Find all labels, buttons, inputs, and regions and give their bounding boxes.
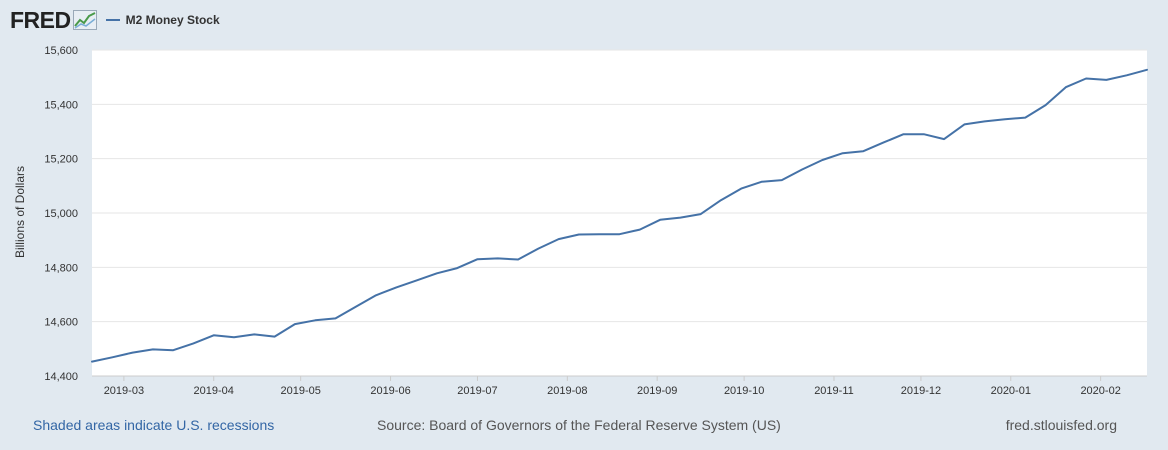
data-point[interactable]	[778, 176, 786, 184]
data-point[interactable]	[676, 214, 684, 222]
legend-label: M2 Money Stock	[125, 13, 220, 27]
data-point[interactable]	[372, 291, 380, 299]
x-tick-label: 2019-07	[457, 385, 497, 397]
data-point[interactable]	[413, 276, 421, 284]
data-point[interactable]	[494, 254, 502, 262]
y-tick-label: 15,400	[44, 99, 78, 111]
x-tick-label: 2019-12	[901, 385, 941, 397]
x-tick-label: 2019-08	[547, 385, 587, 397]
data-point[interactable]	[656, 216, 664, 224]
legend-swatch	[105, 19, 120, 21]
data-point[interactable]	[210, 331, 218, 339]
data-point[interactable]	[534, 245, 542, 253]
data-point[interactable]	[271, 333, 279, 341]
recession-note-link[interactable]: Shaded areas indicate U.S. recessions	[33, 417, 275, 433]
x-axis-ticks: 2019-03 2019-04 2019-05 2019-06 2019-07 2019-…	[92, 375, 1147, 397]
data-point[interactable]	[798, 166, 806, 174]
x-tick-label: 2019-06	[370, 385, 410, 397]
x-tick-label: 2019-03	[104, 385, 144, 397]
x-tick-label: 2020-02	[1080, 385, 1120, 397]
y-tick-label: 14,800	[44, 262, 78, 274]
data-point[interactable]	[1021, 114, 1029, 122]
data-point[interactable]	[1102, 76, 1110, 84]
data-point[interactable]	[129, 349, 137, 357]
y-tick-label: 15,600	[44, 45, 78, 57]
x-tick-label: 2020-01	[991, 385, 1031, 397]
data-point[interactable]	[433, 269, 441, 277]
data-point[interactable]	[352, 303, 360, 311]
x-tick-label: 2019-04	[194, 385, 234, 397]
data-point[interactable]	[474, 255, 482, 263]
data-point[interactable]	[839, 149, 847, 157]
y-axis-ticks: 14,400 14,600 14,800 15,000 15,200 15,400 15,6…	[44, 45, 78, 383]
x-tick-label: 2019-11	[814, 385, 854, 397]
data-point[interactable]	[595, 230, 603, 238]
data-point[interactable]	[575, 231, 583, 239]
data-point[interactable]	[311, 316, 319, 324]
data-point[interactable]	[940, 135, 948, 143]
x-tick-label: 2019-09	[637, 385, 677, 397]
data-point[interactable]	[981, 117, 989, 125]
data-point[interactable]	[1062, 83, 1070, 91]
data-point[interactable]	[149, 345, 157, 353]
fred-graph-icon	[72, 10, 97, 30]
data-point[interactable]	[960, 120, 968, 128]
data-point[interactable]	[250, 330, 258, 338]
fred-logo[interactable]: FRED	[10, 6, 71, 33]
data-point[interactable]	[737, 185, 745, 193]
series-line[interactable]	[91, 68, 1148, 363]
data-point[interactable]	[514, 256, 522, 264]
data-point[interactable]	[189, 339, 197, 347]
data-point[interactable]	[920, 130, 928, 138]
data-point[interactable]	[555, 235, 563, 243]
fred-site-link[interactable]: fred.stlouisfed.org	[1005, 417, 1117, 433]
data-point[interactable]	[108, 353, 116, 361]
chart-header: FRED M2 Money Stock	[10, 7, 220, 33]
data-point[interactable]	[453, 264, 461, 272]
data-point[interactable]	[1001, 115, 1009, 123]
data-point[interactable]	[859, 147, 867, 155]
y-tick-label: 14,400	[44, 371, 78, 383]
data-point[interactable]	[1143, 66, 1151, 74]
data-point[interactable]	[291, 320, 299, 328]
data-point[interactable]	[818, 156, 826, 164]
data-point[interactable]	[1042, 101, 1050, 109]
y-tick-label: 15,000	[44, 208, 78, 220]
y-tick-label: 15,200	[44, 154, 78, 166]
data-point[interactable]	[697, 210, 705, 218]
data-point[interactable]	[88, 358, 96, 366]
data-point[interactable]	[636, 226, 644, 234]
x-tick-label: 2019-10	[724, 385, 764, 397]
data-point[interactable]	[230, 333, 238, 341]
x-tick-label: 2019-05	[280, 385, 320, 397]
data-point[interactable]	[1082, 75, 1090, 83]
series-layer	[88, 66, 1151, 366]
source-note: Source: Board of Governors of the Federa…	[377, 417, 781, 433]
data-point[interactable]	[169, 346, 177, 354]
data-point[interactable]	[1123, 71, 1131, 79]
data-point[interactable]	[758, 178, 766, 186]
data-point[interactable]	[392, 283, 400, 291]
y-tick-label: 14,600	[44, 317, 78, 329]
data-point[interactable]	[332, 314, 340, 322]
data-point[interactable]	[717, 196, 725, 204]
data-point[interactable]	[879, 139, 887, 147]
legend[interactable]: M2 Money Stock	[105, 13, 220, 27]
data-point[interactable]	[900, 130, 908, 138]
data-point[interactable]	[616, 230, 624, 238]
